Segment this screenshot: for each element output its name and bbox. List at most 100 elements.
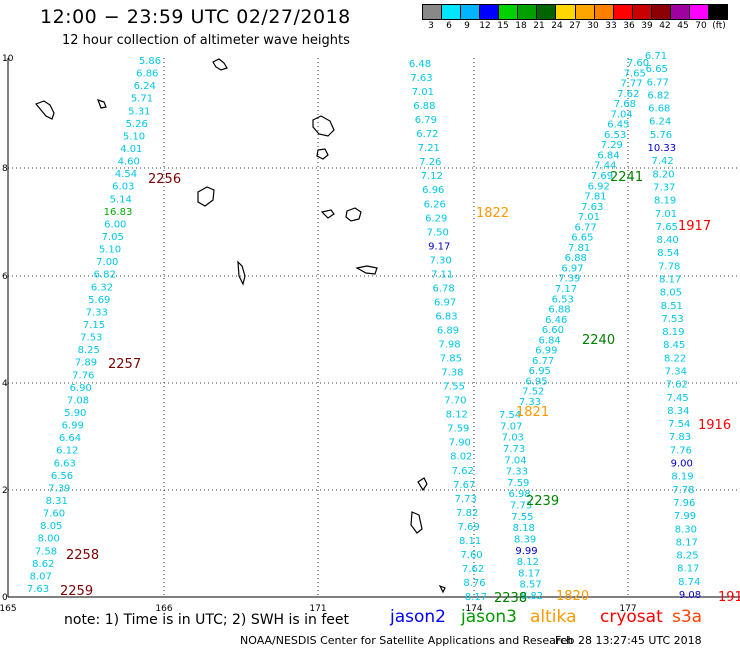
wave-height-value: 7.30 — [429, 255, 451, 266]
wave-height-value: 5.86 — [139, 56, 161, 67]
y-tick-label: 8 — [2, 164, 8, 174]
wave-height-value: 8.30 — [675, 524, 697, 535]
wave-height-value: 6.72 — [416, 129, 438, 140]
color-scale-label: 12 — [479, 21, 491, 31]
wave-height-value: 7.39 — [48, 483, 70, 494]
wave-height-value: 5.14 — [110, 194, 132, 205]
wave-height-value: 6.48 — [409, 59, 431, 70]
wave-height-value: 10.33 — [647, 143, 676, 154]
wave-height-value: 6.88 — [565, 253, 587, 264]
color-swatch — [499, 5, 519, 19]
wave-height-value: 8.17 — [676, 537, 698, 548]
color-scale-label: 27 — [569, 21, 581, 31]
wave-height-value: 6.92 — [588, 181, 610, 192]
wave-height-value: 7.63 — [581, 202, 603, 213]
wave-height-value: 6.29 — [425, 213, 447, 224]
wave-height-value: 7.99 — [674, 511, 696, 522]
wave-height-value: 7.62 — [617, 89, 639, 100]
wave-height-value: 8.57 — [519, 580, 541, 591]
wave-height-value: 6.99 — [535, 346, 557, 357]
wave-height-value: 6.65 — [571, 233, 593, 244]
island — [312, 115, 335, 137]
wave-height-value: 7.60 — [43, 509, 65, 520]
wave-height-value: 5.31 — [128, 106, 150, 117]
wave-height-value: 6.82 — [94, 270, 116, 281]
wave-height-value: 6.79 — [415, 115, 437, 126]
wave-height-value: 7.83 — [669, 432, 691, 443]
color-scale-label: 3 — [428, 21, 434, 31]
wave-height-value: 6.83 — [435, 312, 457, 323]
islands — [34, 58, 446, 594]
wave-height-value: 7.73 — [510, 501, 532, 512]
wave-height-value: 8.34 — [667, 406, 689, 417]
color-scale-label: 15 — [497, 21, 509, 31]
color-swatch — [632, 5, 652, 19]
wave-height-value: 5.26 — [126, 119, 148, 130]
wave-height-value: 6.97 — [561, 264, 583, 275]
wave-height-value: 8.82 — [521, 591, 543, 602]
wave-height-value: 7.50 — [427, 227, 449, 238]
color-scale-label: 9 — [464, 21, 470, 31]
wave-height-value: 7.54 — [668, 419, 690, 430]
wave-height-value: 7.26 — [419, 157, 441, 168]
wave-height-value: 5.76 — [650, 130, 672, 141]
island — [212, 58, 228, 71]
wave-height-value: 6.82 — [647, 90, 669, 101]
wave-height-value: 8.17 — [677, 564, 699, 575]
wave-height-value: 7.70 — [444, 396, 466, 407]
wave-height-value: 7.55 — [511, 512, 533, 523]
x-tick-label: 166 — [155, 604, 172, 614]
chart-title: 12:00 − 23:59 UTC 02/27/2018 — [40, 6, 351, 28]
wave-height-value: 7.59 — [507, 478, 529, 489]
wave-height-value: 9.00 — [671, 459, 693, 470]
color-scale-bar — [422, 4, 728, 20]
wave-height-value: 6.99 — [62, 421, 84, 432]
color-swatch — [613, 5, 633, 19]
wave-height-value: 7.44 — [594, 161, 616, 172]
color-scale-label: 18 — [515, 21, 527, 31]
wave-height-value: 7.38 — [441, 368, 463, 379]
wave-height-value: 8.51 — [661, 301, 683, 312]
wave-height-value: 6.78 — [432, 283, 454, 294]
wave-height-value: 8.00 — [38, 534, 60, 545]
chart-subtitle: 12 hour collection of altimeter wave hei… — [62, 33, 350, 48]
wave-height-value: 7.60 — [627, 58, 649, 69]
wave-height-value: 6.88 — [548, 305, 570, 316]
color-scale-label: (ft) — [712, 21, 726, 31]
x-tick-label: 177 — [619, 604, 636, 614]
island — [197, 186, 215, 207]
wave-height-value: 6.86 — [136, 69, 158, 80]
color-scale-label: 70 — [695, 21, 707, 31]
island — [355, 265, 378, 275]
wave-height-value: 7.03 — [502, 433, 524, 444]
wave-height-value: 7.53 — [661, 314, 683, 325]
wave-height-value: 7.82 — [456, 508, 478, 519]
x-tick-label: 165 — [0, 604, 17, 614]
color-scale-label: 33 — [605, 21, 617, 31]
wave-height-value: 8.45 — [663, 340, 685, 351]
pass-time-label: 1822 — [476, 206, 509, 221]
wave-height-value: 6.32 — [91, 282, 113, 293]
color-swatch — [423, 5, 443, 19]
wave-height-value: 7.62 — [462, 564, 484, 575]
y-tick-label: 6 — [2, 272, 8, 282]
pass-time-label: 1917 — [678, 219, 711, 234]
wave-height-value: 7.17 — [555, 284, 577, 295]
wave-height-value: 6.97 — [434, 297, 456, 308]
wave-height-value: 7.96 — [673, 498, 695, 509]
wave-height-value: 6.77 — [532, 356, 554, 367]
wave-height-value: 8.22 — [664, 353, 686, 364]
color-scale-legend: 3 6 9 12 15 18 21 24 27 30 33 36 39 42 45 70 (ft) — [422, 4, 728, 31]
wave-height-value: 7.81 — [568, 243, 590, 254]
color-scale-label: 42 — [659, 21, 671, 31]
wave-height-value: 6.71 — [645, 51, 667, 62]
island — [237, 260, 246, 286]
wave-height-value: 6.53 — [604, 130, 626, 141]
y-tick-label: 4 — [2, 379, 8, 389]
wave-height-value: 7.39 — [558, 274, 580, 285]
map-grid: 165 166 171 174 177 0 2 4 6 8 10 — [0, 54, 740, 614]
wave-height-value: 7.45 — [666, 393, 688, 404]
wave-height-value: 8.07 — [30, 571, 52, 582]
wave-height-value: 5.10 — [99, 245, 121, 256]
